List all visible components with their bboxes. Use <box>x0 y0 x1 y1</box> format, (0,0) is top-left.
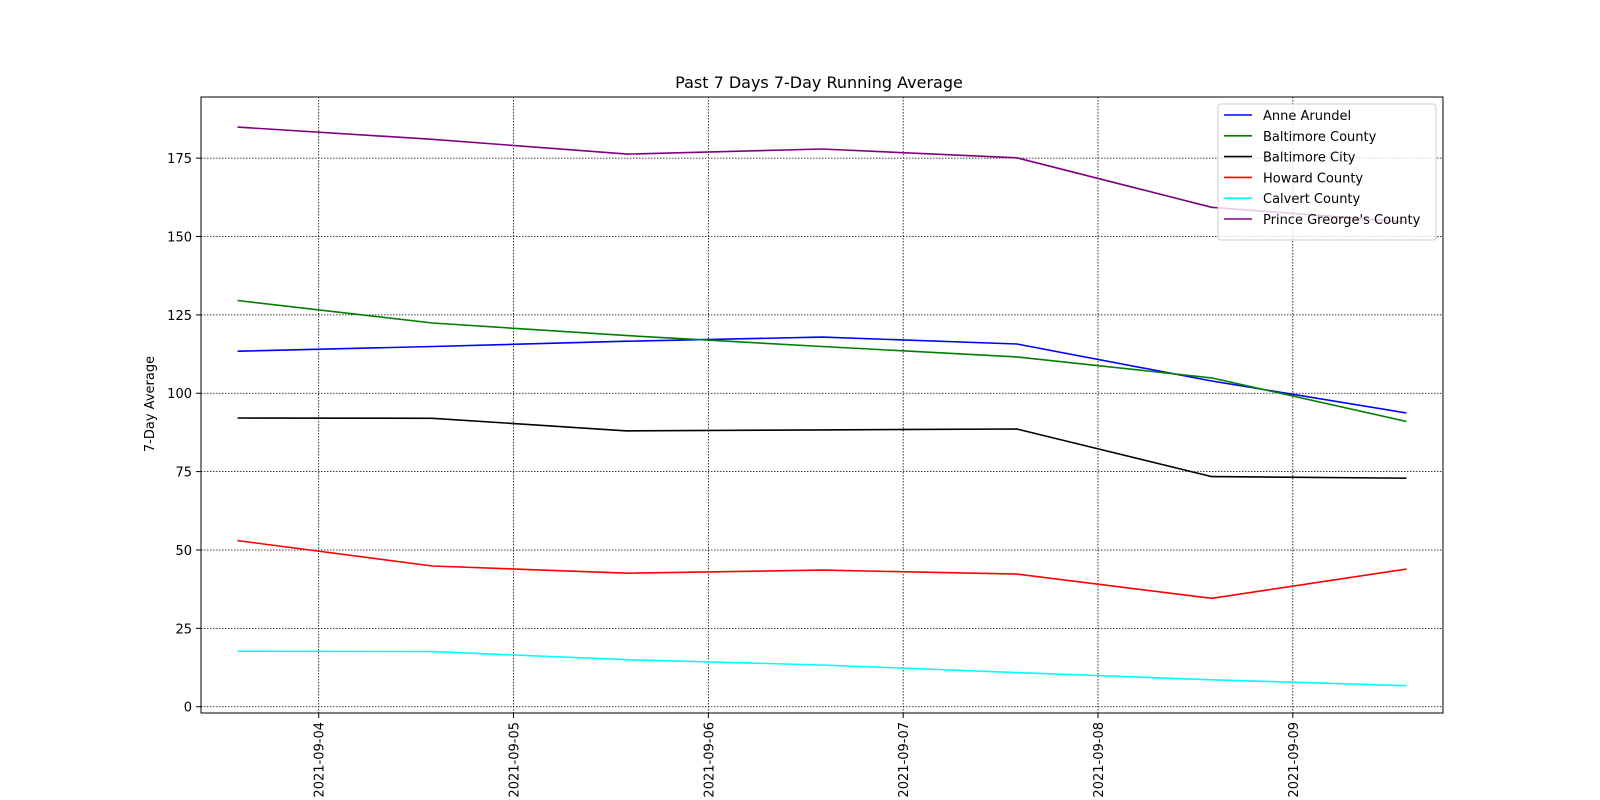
series-line <box>237 539 1407 600</box>
y-tick-label: 175 <box>167 152 192 167</box>
x-tick-label: 2021-09-04 <box>313 722 328 798</box>
x-tick-label: 2021-09-08 <box>1092 722 1107 798</box>
series-lines <box>237 126 1407 687</box>
series-line <box>237 126 1407 223</box>
x-tick-label: 2021-09-09 <box>1287 722 1302 798</box>
series-line <box>237 417 1407 479</box>
legend-label: Baltimore City <box>1263 151 1356 166</box>
legend-label: Calvert County <box>1263 192 1361 207</box>
legend-box <box>1217 103 1437 241</box>
y-axis: 0 25 50 75 100 125 150 175 <box>167 152 201 716</box>
legend-label: Prince Greorge's County <box>1263 213 1421 228</box>
y-tick-label: 25 <box>175 622 192 637</box>
y-tick-label: 100 <box>167 387 192 402</box>
y-tick-label: 0 <box>184 701 192 716</box>
y-tick-label: 150 <box>167 231 192 246</box>
y-tick-label: 125 <box>167 309 192 324</box>
x-tick-label: 2021-09-07 <box>897 722 912 798</box>
y-tick-label: 75 <box>175 466 192 481</box>
x-tick-label: 2021-09-06 <box>702 722 717 798</box>
grid <box>201 97 1443 713</box>
legend: Anne Arundel Baltimore County Baltimore Ci… <box>1217 103 1437 241</box>
plot-frame <box>200 96 1444 714</box>
series-line <box>237 650 1407 687</box>
legend-label: Howard County <box>1263 171 1363 186</box>
x-tick-label: 2021-09-05 <box>508 722 523 798</box>
chart-title: Past 7 Days 7-Day Running Average <box>675 73 963 92</box>
series-line <box>237 299 1407 423</box>
y-axis-label: 7-Day Average <box>143 356 158 452</box>
legend-label: Anne Arundel <box>1263 109 1351 124</box>
legend-label: Baltimore County <box>1263 130 1377 145</box>
series-line <box>237 336 1407 414</box>
y-tick-label: 50 <box>175 544 192 559</box>
x-axis: 2021-09-04 2021-09-05 2021-09-06 2021-09-07… <box>313 713 1302 798</box>
